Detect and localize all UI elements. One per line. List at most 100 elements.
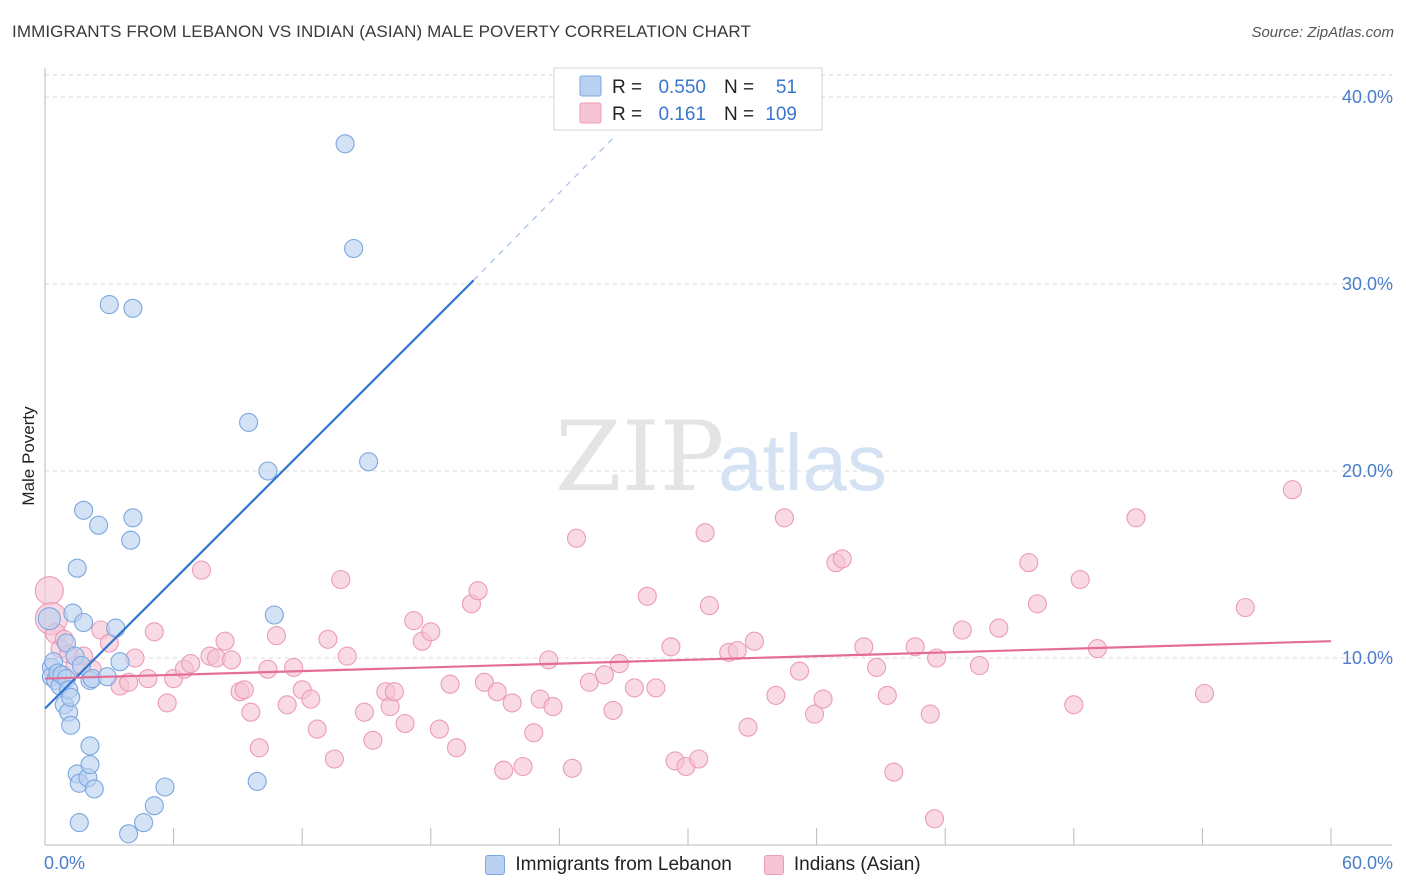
indians-point-95 xyxy=(924,809,945,829)
indians-point-65 xyxy=(579,672,599,692)
indians-point-89 xyxy=(854,637,874,657)
indians-point-30 xyxy=(266,626,287,646)
y-tick-label-0: 10.0% xyxy=(1342,648,1393,668)
gridlines xyxy=(45,74,1392,659)
watermark-atlas: atlas xyxy=(718,418,887,507)
indians-point-100 xyxy=(1019,553,1039,573)
series-immigrants-from-lebanon xyxy=(37,134,379,844)
x-tick-label-1: 60.0% xyxy=(1342,853,1393,873)
legend-n-value-2: 109 xyxy=(765,104,797,125)
indians-point-32 xyxy=(284,657,304,677)
axes xyxy=(44,68,1392,846)
indians-point-80 xyxy=(738,717,758,737)
legend-r-label-2: R = xyxy=(612,104,642,125)
legend-n-label-1: N = xyxy=(724,77,754,98)
chart-title: IMMIGRANTS FROM LEBANON VS INDIAN (ASIAN… xyxy=(12,22,751,41)
lebanon-point-48 xyxy=(359,452,379,472)
indians-point-15 xyxy=(144,622,164,642)
indians-point-67 xyxy=(603,700,623,720)
lebanon-point-35 xyxy=(119,824,139,844)
indians-point-49 xyxy=(429,719,449,739)
indians-point-34 xyxy=(301,689,321,709)
correlation-legend: R = 0.550 N = 51 R = 0.161 N = 109 xyxy=(553,67,823,131)
trendline-lebanon xyxy=(44,279,475,710)
lebanon-point-41 xyxy=(155,777,175,797)
lebanon-point-0 xyxy=(37,607,61,631)
indians-point-79 xyxy=(727,640,747,661)
indians-point-81 xyxy=(744,631,764,651)
indians-point-53 xyxy=(468,581,488,601)
legend-swatch-indians-asian xyxy=(763,855,784,875)
indians-point-48 xyxy=(421,622,441,642)
indians-point-57 xyxy=(502,693,522,713)
legend-swatch-blue xyxy=(579,75,602,97)
indians-point-106 xyxy=(1194,683,1215,704)
indians-point-24 xyxy=(221,650,242,670)
trendline-lebanon-extension xyxy=(473,137,614,281)
lebanon-point-38 xyxy=(123,508,143,528)
lebanon-point-36 xyxy=(121,530,141,550)
x-tick-labels: 0.0% 60.0% xyxy=(44,853,1393,873)
indians-point-88 xyxy=(832,549,852,569)
indians-point-51 xyxy=(446,738,467,758)
indians-point-83 xyxy=(774,508,794,528)
y-axis-title: Male Poverty xyxy=(19,406,38,506)
lebanon-point-14 xyxy=(61,715,81,735)
chart-source: Source: ZipAtlas.com xyxy=(1251,24,1394,41)
trendline-indians-asian xyxy=(44,640,1332,680)
indians-point-101 xyxy=(1027,594,1047,614)
lebanon-point-32 xyxy=(99,295,119,315)
lebanon-point-43 xyxy=(247,771,267,791)
legend-swatch-pink xyxy=(579,102,602,124)
indians-point-105 xyxy=(1126,508,1146,528)
legend-r-label-1: R = xyxy=(612,77,642,98)
indians-point-64 xyxy=(566,528,587,548)
legend-r-value-1: 0.550 xyxy=(658,77,706,98)
indians-point-91 xyxy=(877,685,897,705)
indians-point-90 xyxy=(867,657,887,677)
indians-point-35 xyxy=(307,719,327,739)
indians-point-23 xyxy=(215,631,235,651)
indians-point-14 xyxy=(138,669,158,689)
lebanon-point-27 xyxy=(80,755,100,775)
lebanon-point-46 xyxy=(335,134,355,154)
indians-point-50 xyxy=(440,674,460,694)
y-tick-label-1: 20.0% xyxy=(1342,461,1393,481)
lebanon-point-34 xyxy=(110,652,130,672)
indians-point-31 xyxy=(277,695,297,715)
indians-point-16 xyxy=(157,693,177,713)
legend-n-value-1: 51 xyxy=(776,77,797,98)
lebanon-point-30 xyxy=(89,515,109,535)
lebanon-point-33 xyxy=(106,618,126,638)
indians-point-38 xyxy=(331,569,351,590)
indians-point-85 xyxy=(804,704,825,724)
indians-point-92 xyxy=(884,762,904,782)
indians-point-108 xyxy=(1282,480,1302,500)
indians-point-76 xyxy=(695,523,715,543)
lebanon-point-29 xyxy=(84,779,104,799)
indians-point-0 xyxy=(34,576,64,606)
indians-point-20 xyxy=(191,560,212,580)
indians-point-84 xyxy=(789,661,810,681)
indians-point-72 xyxy=(661,637,681,657)
lebanon-point-26 xyxy=(80,736,100,756)
indians-point-69 xyxy=(624,678,644,698)
indians-point-62 xyxy=(543,697,563,717)
y-tick-label-2: 30.0% xyxy=(1342,274,1393,294)
lebanon-point-23 xyxy=(74,612,94,633)
indians-point-45 xyxy=(395,713,415,734)
indians-point-55 xyxy=(487,682,507,702)
indians-point-99 xyxy=(989,618,1009,638)
lebanon-point-20 xyxy=(69,813,89,833)
indians-point-86 xyxy=(813,689,833,709)
y-tick-label-3: 40.0% xyxy=(1342,87,1393,107)
indians-point-93 xyxy=(905,637,925,657)
series-indians-asian xyxy=(34,480,1302,829)
trendlines xyxy=(44,137,1332,710)
indians-point-44 xyxy=(384,682,404,702)
indians-point-59 xyxy=(524,723,544,743)
indians-point-56 xyxy=(494,760,514,780)
indians-point-68 xyxy=(609,654,629,674)
lebanon-point-45 xyxy=(264,605,284,625)
indians-point-70 xyxy=(637,586,657,606)
